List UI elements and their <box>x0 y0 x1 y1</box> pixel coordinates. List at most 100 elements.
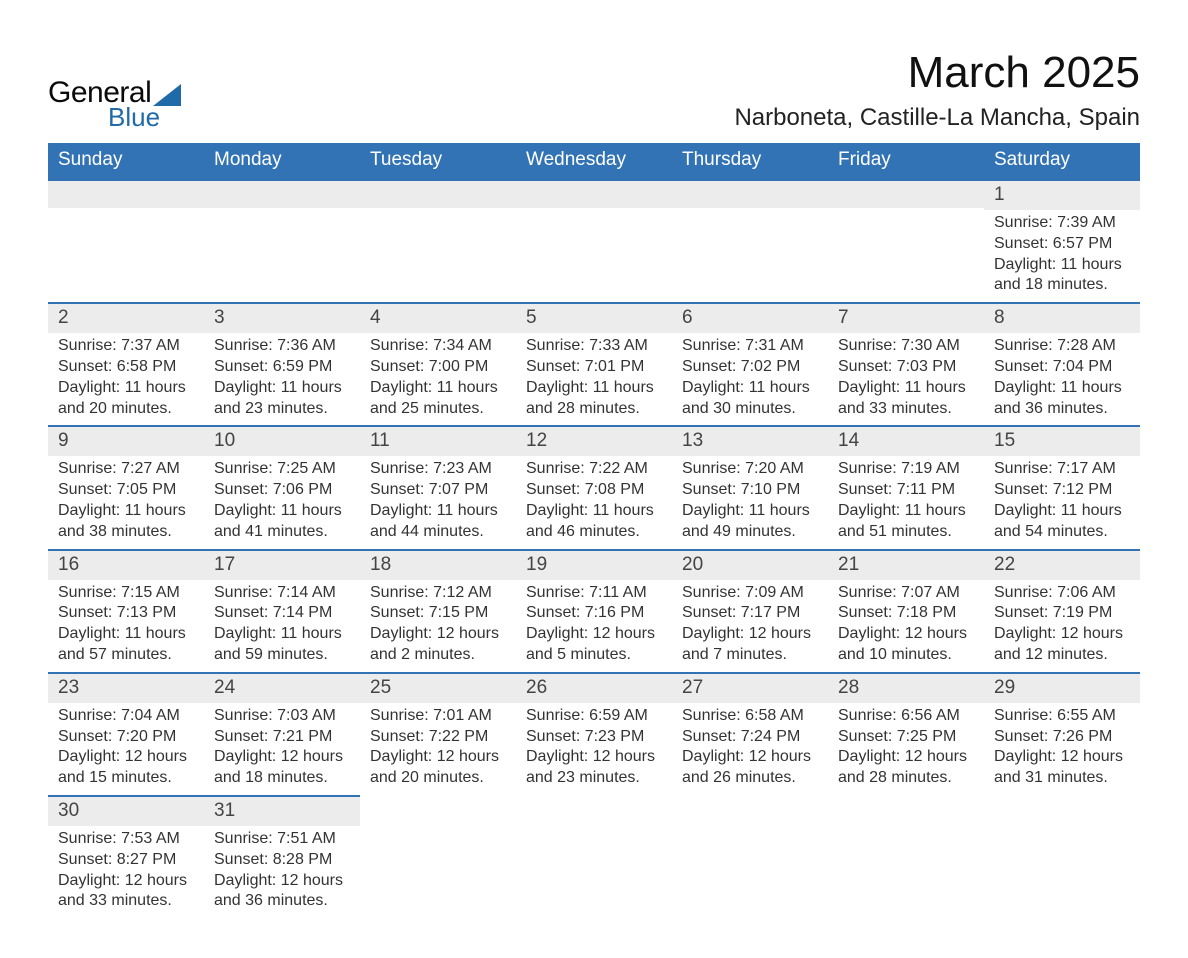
day-sunset: Sunset: 7:16 PM <box>526 603 662 624</box>
day-day1: Daylight: 11 hours <box>838 501 974 522</box>
day-number: 29 <box>984 674 1140 703</box>
day-sunrise: Sunrise: 7:27 AM <box>58 459 194 480</box>
day-number: 24 <box>204 674 360 703</box>
day-day2: and 2 minutes. <box>370 645 506 666</box>
day-day1: Daylight: 12 hours <box>526 624 662 645</box>
calendar-header-row: SundayMondayTuesdayWednesdayThursdayFrid… <box>48 143 1140 180</box>
day-number: 15 <box>984 427 1140 456</box>
day-sunrise: Sunrise: 7:04 AM <box>58 706 194 727</box>
day-day1: Daylight: 11 hours <box>58 501 194 522</box>
day-cell: Sunrise: 7:25 AMSunset: 7:06 PMDaylight:… <box>204 456 360 548</box>
day-sunset: Sunset: 7:12 PM <box>994 480 1130 501</box>
empty-daycell <box>672 826 828 912</box>
calendar-table: SundayMondayTuesdayWednesdayThursdayFrid… <box>48 143 1140 918</box>
day-sunset: Sunset: 7:04 PM <box>994 357 1130 378</box>
day-number: 21 <box>828 551 984 580</box>
day-number: 8 <box>984 304 1140 333</box>
day-number: 27 <box>672 674 828 703</box>
day-cell: Sunrise: 7:30 AMSunset: 7:03 PMDaylight:… <box>828 333 984 425</box>
day-sunset: Sunset: 7:17 PM <box>682 603 818 624</box>
day-sunrise: Sunrise: 7:28 AM <box>994 336 1130 357</box>
day-sunset: Sunset: 7:00 PM <box>370 357 506 378</box>
day-sunset: Sunset: 7:20 PM <box>58 727 194 748</box>
day-sunrise: Sunrise: 7:15 AM <box>58 583 194 604</box>
day-day1: Daylight: 12 hours <box>838 747 974 768</box>
empty-daynum <box>516 796 672 823</box>
day-number: 10 <box>204 427 360 456</box>
day-sunset: Sunset: 7:21 PM <box>214 727 350 748</box>
day-sunset: Sunset: 8:27 PM <box>58 850 194 871</box>
day-sunrise: Sunrise: 7:39 AM <box>994 213 1130 234</box>
empty-daynum <box>984 796 1140 823</box>
day-day1: Daylight: 11 hours <box>994 378 1130 399</box>
day-day1: Daylight: 12 hours <box>58 747 194 768</box>
day-sunset: Sunset: 7:25 PM <box>838 727 974 748</box>
day-cell: Sunrise: 7:39 AMSunset: 6:57 PMDaylight:… <box>984 210 1140 302</box>
day-sunset: Sunset: 6:59 PM <box>214 357 350 378</box>
empty-daycell <box>204 210 360 296</box>
day-cell: Sunrise: 6:58 AMSunset: 7:24 PMDaylight:… <box>672 703 828 795</box>
day-number: 25 <box>360 674 516 703</box>
day-day2: and 23 minutes. <box>214 399 350 420</box>
day-number: 12 <box>516 427 672 456</box>
day-day2: and 23 minutes. <box>526 768 662 789</box>
day-sunset: Sunset: 7:01 PM <box>526 357 662 378</box>
day-sunrise: Sunrise: 7:30 AM <box>838 336 974 357</box>
day-day1: Daylight: 12 hours <box>58 871 194 892</box>
day-sunset: Sunset: 7:23 PM <box>526 727 662 748</box>
empty-daycell <box>48 210 204 296</box>
day-day2: and 18 minutes. <box>994 275 1130 296</box>
day-sunrise: Sunrise: 6:55 AM <box>994 706 1130 727</box>
day-sunrise: Sunrise: 7:37 AM <box>58 336 194 357</box>
day-number: 2 <box>48 304 204 333</box>
day-cell: Sunrise: 7:28 AMSunset: 7:04 PMDaylight:… <box>984 333 1140 425</box>
day-sunset: Sunset: 7:13 PM <box>58 603 194 624</box>
day-day2: and 20 minutes. <box>370 768 506 789</box>
day-sunrise: Sunrise: 7:22 AM <box>526 459 662 480</box>
weekday-header: Friday <box>828 143 984 180</box>
weekday-header: Monday <box>204 143 360 180</box>
logo-sail-icon <box>153 84 181 106</box>
day-sunrise: Sunrise: 6:56 AM <box>838 706 974 727</box>
day-day2: and 31 minutes. <box>994 768 1130 789</box>
day-day1: Daylight: 12 hours <box>682 624 818 645</box>
day-sunset: Sunset: 7:19 PM <box>994 603 1130 624</box>
day-sunset: Sunset: 8:28 PM <box>214 850 350 871</box>
day-sunrise: Sunrise: 6:58 AM <box>682 706 818 727</box>
day-sunrise: Sunrise: 7:23 AM <box>370 459 506 480</box>
day-sunset: Sunset: 7:22 PM <box>370 727 506 748</box>
day-day1: Daylight: 11 hours <box>994 255 1130 276</box>
day-cell: Sunrise: 7:04 AMSunset: 7:20 PMDaylight:… <box>48 703 204 795</box>
day-cell: Sunrise: 7:36 AMSunset: 6:59 PMDaylight:… <box>204 333 360 425</box>
day-sunrise: Sunrise: 7:19 AM <box>838 459 974 480</box>
day-cell: Sunrise: 6:59 AMSunset: 7:23 PMDaylight:… <box>516 703 672 795</box>
day-day2: and 41 minutes. <box>214 522 350 543</box>
day-number: 14 <box>828 427 984 456</box>
day-cell: Sunrise: 7:22 AMSunset: 7:08 PMDaylight:… <box>516 456 672 548</box>
empty-daycell <box>516 826 672 912</box>
day-day2: and 57 minutes. <box>58 645 194 666</box>
day-number: 13 <box>672 427 828 456</box>
empty-daycell <box>672 210 828 296</box>
day-day1: Daylight: 12 hours <box>370 747 506 768</box>
day-day1: Daylight: 12 hours <box>214 747 350 768</box>
weekday-header: Sunday <box>48 143 204 180</box>
day-number: 26 <box>516 674 672 703</box>
day-cell: Sunrise: 7:19 AMSunset: 7:11 PMDaylight:… <box>828 456 984 548</box>
weekday-header: Thursday <box>672 143 828 180</box>
day-day2: and 51 minutes. <box>838 522 974 543</box>
day-number: 23 <box>48 674 204 703</box>
day-cell: Sunrise: 7:51 AMSunset: 8:28 PMDaylight:… <box>204 826 360 918</box>
day-cell: Sunrise: 7:31 AMSunset: 7:02 PMDaylight:… <box>672 333 828 425</box>
day-cell: Sunrise: 7:27 AMSunset: 7:05 PMDaylight:… <box>48 456 204 548</box>
day-day2: and 20 minutes. <box>58 399 194 420</box>
empty-daycell <box>516 210 672 296</box>
day-sunrise: Sunrise: 7:03 AM <box>214 706 350 727</box>
day-number: 17 <box>204 551 360 580</box>
day-sunset: Sunset: 7:08 PM <box>526 480 662 501</box>
day-number: 6 <box>672 304 828 333</box>
weekday-header: Tuesday <box>360 143 516 180</box>
day-cell: Sunrise: 7:14 AMSunset: 7:14 PMDaylight:… <box>204 580 360 672</box>
title-block: March 2025 Narboneta, Castille-La Mancha… <box>734 48 1140 132</box>
day-day1: Daylight: 12 hours <box>994 747 1130 768</box>
